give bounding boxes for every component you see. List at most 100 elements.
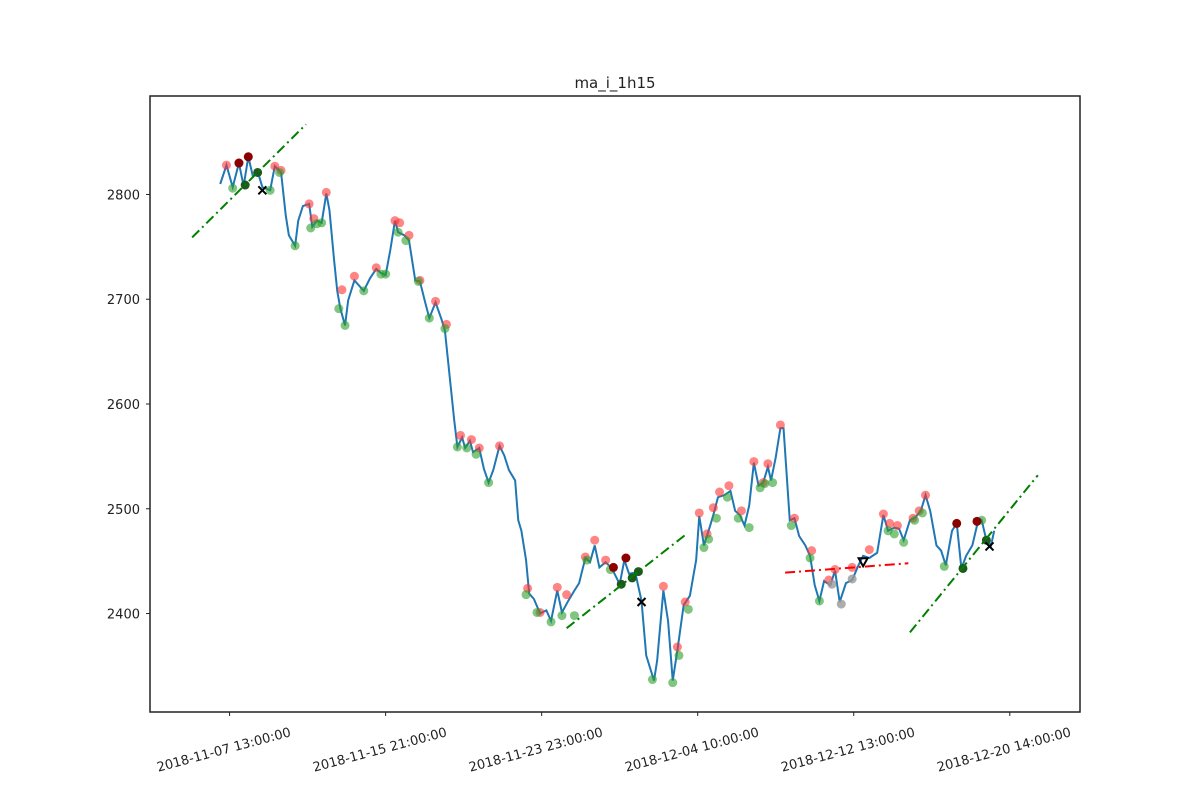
- point: [952, 518, 962, 528]
- point: [265, 185, 275, 195]
- point: [546, 617, 556, 627]
- point: [552, 582, 562, 592]
- point: [715, 487, 725, 497]
- point: [899, 537, 909, 547]
- point: [827, 579, 837, 589]
- point: [981, 535, 991, 545]
- point: [221, 160, 231, 170]
- point: [972, 516, 982, 526]
- point: [532, 607, 542, 617]
- point: [275, 167, 285, 177]
- point: [658, 581, 668, 591]
- point: [456, 430, 466, 440]
- point: [234, 158, 244, 168]
- point: [672, 642, 682, 652]
- point: [334, 304, 344, 314]
- point: [590, 535, 600, 545]
- point: [775, 420, 785, 430]
- point: [789, 513, 799, 523]
- point: [582, 555, 592, 565]
- x-tick-label: 2018-12-12 13:00:00: [780, 725, 917, 775]
- point: [424, 313, 434, 323]
- point: [749, 457, 759, 467]
- point: [847, 574, 857, 584]
- y-tick-label: 2700: [107, 293, 140, 308]
- point: [371, 263, 381, 273]
- point: [228, 183, 238, 193]
- x-tick-label: 2018-11-23 23:00:00: [467, 725, 604, 775]
- point: [621, 553, 631, 563]
- trend-line: [191, 123, 307, 239]
- point: [340, 320, 350, 330]
- point: [471, 449, 481, 459]
- point: [647, 675, 657, 685]
- x-marker: [984, 541, 995, 552]
- point: [878, 509, 888, 519]
- point: [413, 276, 423, 286]
- chart-title: ma_i_1h15: [574, 74, 655, 93]
- point: [495, 441, 505, 451]
- point: [393, 227, 403, 237]
- point: [708, 503, 718, 513]
- point: [466, 435, 476, 445]
- y-tick-label: 2600: [107, 398, 140, 413]
- point: [768, 478, 778, 488]
- point: [349, 271, 359, 281]
- trend-line: [909, 474, 1039, 634]
- point: [807, 546, 817, 556]
- point: [317, 218, 327, 228]
- point: [885, 518, 895, 528]
- point: [744, 523, 754, 533]
- trend-line: [566, 534, 686, 629]
- point: [814, 596, 824, 606]
- point: [674, 650, 684, 660]
- point: [452, 442, 462, 452]
- x-tick-label: 2018-11-07 13:00:00: [155, 725, 292, 775]
- point: [917, 508, 927, 518]
- x-marker: [257, 185, 268, 195]
- point: [608, 562, 618, 572]
- point: [830, 565, 840, 575]
- y-tick-label: 2800: [107, 188, 140, 203]
- point: [763, 459, 773, 469]
- x-tick-label: 2018-12-04 10:00:00: [623, 725, 760, 775]
- y-tick-label: 2400: [107, 608, 140, 623]
- triangle-marker: [856, 557, 870, 569]
- point: [290, 241, 300, 251]
- point: [601, 555, 611, 565]
- x-tick-label: 2018-12-20 14:00:00: [936, 725, 1073, 775]
- point: [699, 543, 709, 553]
- point: [921, 490, 931, 500]
- price-line: [219, 156, 996, 681]
- point: [836, 599, 846, 609]
- point: [760, 479, 770, 489]
- point: [711, 513, 721, 523]
- point: [431, 296, 441, 306]
- point: [304, 199, 314, 209]
- point: [683, 604, 693, 614]
- point: [786, 521, 796, 531]
- point: [733, 513, 743, 523]
- point: [243, 152, 253, 162]
- point: [892, 521, 902, 531]
- point: [462, 443, 472, 453]
- point: [668, 678, 678, 688]
- point: [724, 481, 734, 491]
- point: [395, 218, 405, 228]
- point: [722, 492, 732, 502]
- point: [337, 285, 347, 295]
- point: [889, 529, 899, 539]
- point: [680, 597, 690, 607]
- point: [805, 553, 815, 563]
- point: [484, 478, 494, 488]
- point: [440, 324, 450, 334]
- point: [557, 611, 567, 621]
- point: [381, 269, 391, 279]
- y-tick-label: 2500: [107, 503, 140, 518]
- point: [401, 236, 411, 246]
- point: [736, 506, 746, 516]
- x-tick-label: 2018-11-15 21:00:00: [311, 725, 448, 775]
- trend-line: [785, 562, 909, 574]
